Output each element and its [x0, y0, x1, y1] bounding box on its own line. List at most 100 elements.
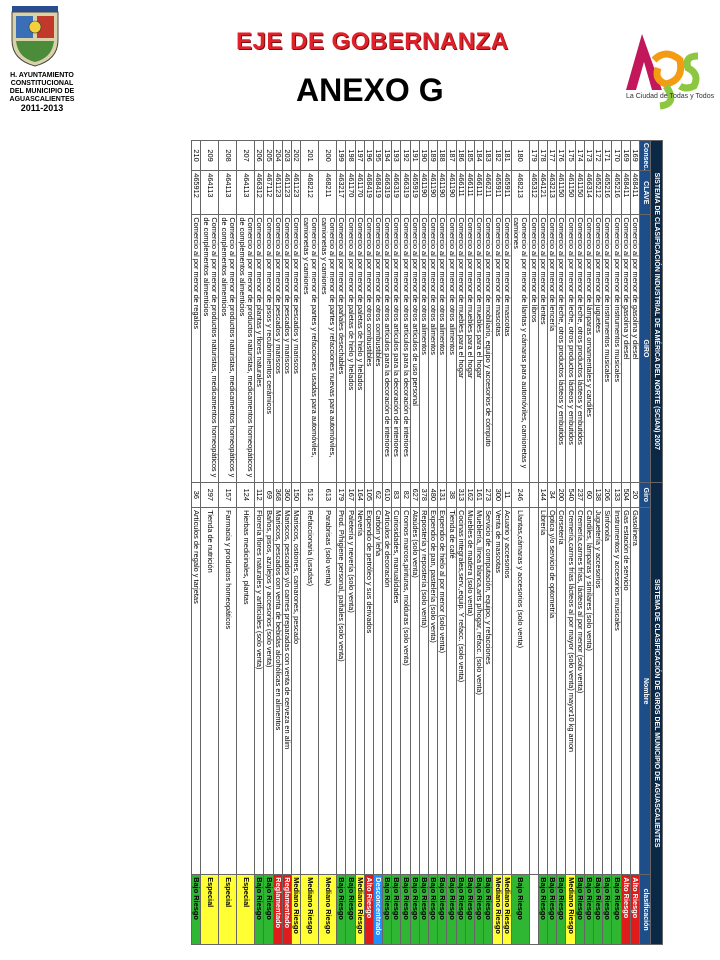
- cell-clasificacion: Mediano Riesgo: [492, 874, 503, 945]
- cell-clasificacion: Especial: [218, 874, 237, 945]
- cell-consec: 194: [382, 140, 392, 171]
- cell-consec: 188: [437, 140, 447, 171]
- cell-clasificacion: Bajo Riesgo: [575, 874, 585, 945]
- cell-clasificacion: Bajo Riesgo: [345, 874, 356, 945]
- cell-nombre: Artículos de regalo y tarjetas: [191, 507, 201, 875]
- cell-clasificacion: Bajo Riesgo: [556, 874, 566, 945]
- cell-clave: 461150: [556, 170, 566, 215]
- cell-giro: Comercio al por menor de paletas de hiel…: [345, 214, 356, 483]
- cell-giro: Comercio al por menor de leche, otros pr…: [566, 214, 576, 483]
- cell-giro: Comercio al por menor de muebles para el…: [465, 214, 475, 483]
- cell-nombre: Servicio de computación, equipo, y refac…: [483, 507, 493, 875]
- cell-giro: Comercio al por menor de otros combustib…: [364, 214, 374, 483]
- cell-clave: 466314: [584, 170, 594, 215]
- cell-clave: 464113: [236, 170, 255, 215]
- cell-clave: 465212: [593, 170, 603, 215]
- cell-consec: 186: [456, 140, 466, 171]
- cell-consec: 169: [630, 140, 640, 171]
- cell-giro: Comercio al por menor de juguetes: [593, 214, 603, 483]
- cell-clasificacion: Mediano Riesgo: [318, 874, 337, 945]
- cell-clave: 468419: [364, 170, 374, 215]
- cell-consec: 189: [428, 140, 438, 171]
- cell-consec: 207: [236, 140, 255, 171]
- cell-consec: 183: [483, 140, 493, 171]
- cell-nombre: Paletería y nevería (solo venta): [345, 507, 356, 875]
- cell-clave: 461170: [355, 170, 365, 215]
- cell-clasificacion: Bajo Riesgo: [410, 874, 420, 945]
- cell-consec: 204: [273, 140, 283, 171]
- cell-nombre: Prod. P/higiene personal, pañales (solo …: [336, 507, 346, 875]
- cell-giro: Comercio al por menor de otros alimentos: [446, 214, 457, 483]
- table-row: 178 464121 Comercio al por menor de lentes…: [538, 140, 548, 945]
- cell-consec: 169: [621, 140, 631, 171]
- table-row: 181 465911 Comercio al por menor de mascot…: [502, 140, 512, 945]
- cell-clasificacion: Especial: [236, 874, 255, 945]
- cell-consec: 173: [584, 140, 594, 171]
- cell-clasificacion: Bajo Riesgo: [511, 874, 530, 945]
- cell-clasificacion: Bajo Riesgo: [456, 874, 466, 945]
- cell-consec: 195: [373, 140, 383, 171]
- col-clasificacion: clasificación: [639, 874, 651, 945]
- cell-clave: 465911: [492, 170, 503, 215]
- cell-consec: 180: [511, 140, 530, 171]
- cell-nombre: Cromos marcos,pinturas, molduras (solo v…: [401, 507, 411, 875]
- table-row: 203 461123 Comercio al por menor de pescad…: [282, 140, 292, 945]
- table-row: 204 461123 Comercio al por menor de pescad…: [273, 140, 283, 945]
- cell-giro-code: 613: [318, 482, 337, 508]
- cell-clave: 461150: [575, 170, 585, 215]
- table-row: 173 466314 Comercio al por menor de lámpar…: [584, 140, 594, 945]
- cell-clasificacion: Bajo Riesgo: [538, 874, 548, 945]
- cell-clave: 461190: [446, 170, 457, 215]
- col-consec: Consec.: [639, 140, 651, 171]
- cell-giro: Comercio al por menor de leche, otros pr…: [556, 214, 566, 483]
- cell-clasificacion: Bajo Riesgo: [254, 874, 264, 945]
- cell-giro-code: 36: [191, 482, 201, 508]
- cell-clave: 468211: [318, 170, 337, 215]
- cell-nombre: Gas estación de servicio: [621, 507, 631, 875]
- cell-giro: Comercio al por menor de llantas y cámar…: [511, 214, 530, 483]
- table-row: 191 465919 Comercio al por menor de otros …: [410, 140, 420, 945]
- table-row: 199 463217 Comercio al por menor de pañale…: [336, 140, 346, 945]
- cell-consec: 182: [492, 140, 503, 171]
- cell-giro-code: 179: [336, 482, 346, 508]
- cell-giro: Comercio al por menor de mascotas: [492, 214, 503, 483]
- cell-consec: 210: [191, 140, 201, 171]
- cell-giro: Comercio al por menor de lámparas orname…: [584, 214, 594, 483]
- cell-nombre: Hierbas medicinales, plantas: [236, 507, 255, 875]
- cell-clasificacion: Bajo Riesgo: [419, 874, 429, 945]
- cell-consec: 178: [538, 140, 548, 171]
- table-row: 201 468212 Comercio al por menor de partes…: [300, 140, 319, 945]
- cell-giro-code: 124: [236, 482, 255, 508]
- cell-giro-code: 20: [630, 482, 640, 508]
- cell-clave: 468213: [511, 170, 530, 215]
- cell-giro: Comercio al por menor de productos natur…: [236, 214, 255, 483]
- table-row: 196 468419 Comercio al por menor de otros …: [364, 140, 374, 945]
- cell-clave: 465912: [191, 170, 201, 215]
- scian-banner: SISTEMA DE CLASIFICACIÓN INDUSTRIAL DE A…: [650, 140, 663, 483]
- cell-clave: 466319: [401, 170, 411, 215]
- cell-clasificacion: Bajo Riesgo: [474, 874, 484, 945]
- cell-clave: 465919: [410, 170, 420, 215]
- cell-clasificacion: Bajo Riesgo: [401, 874, 411, 945]
- cell-giro: Comercio al por menor de leche, otros pr…: [575, 214, 585, 483]
- cell-giro: Comercio al por menor de otros artículos…: [391, 214, 401, 483]
- municipality-name: H. AYUNTAMIENTO CONSTITUCIONAL DEL MUNIC…: [9, 72, 75, 113]
- cell-clasificacion: Bajo Riesgo: [437, 874, 447, 945]
- cell-nombre: Mariscos, pescados y/o carnes preparadas…: [282, 507, 292, 875]
- cell-clasificacion: Bajo Riesgo: [483, 874, 493, 945]
- table-row: 177 463213 Comercio al por menor de lencer…: [547, 140, 557, 945]
- table-row: 205 467112 Comercio al por menor de pisos …: [263, 140, 274, 945]
- table-row: 188 461190 Comercio al por menor de otros …: [437, 140, 447, 945]
- cell-clasificacion: Bajo Riesgo: [391, 874, 401, 945]
- cell-giro: Comercio al por menor de productos natur…: [218, 214, 237, 483]
- cell-giro: Comercio al por menor de otros artículos…: [401, 214, 411, 483]
- cell-clave: 466111: [456, 170, 466, 215]
- cell-giro: Comercio al por menor de pescados y mari…: [273, 214, 283, 483]
- cell-clasificacion: Mediano Riesgo: [300, 874, 319, 945]
- cell-nombre: Carbón y leña: [373, 507, 383, 875]
- cell-clave: 465312: [529, 170, 539, 215]
- municipal-seal-icon: [11, 6, 59, 67]
- cell-clave: 466111: [474, 170, 484, 215]
- cell-consec: 172: [593, 140, 603, 171]
- cell-giro-code: 82: [401, 482, 411, 508]
